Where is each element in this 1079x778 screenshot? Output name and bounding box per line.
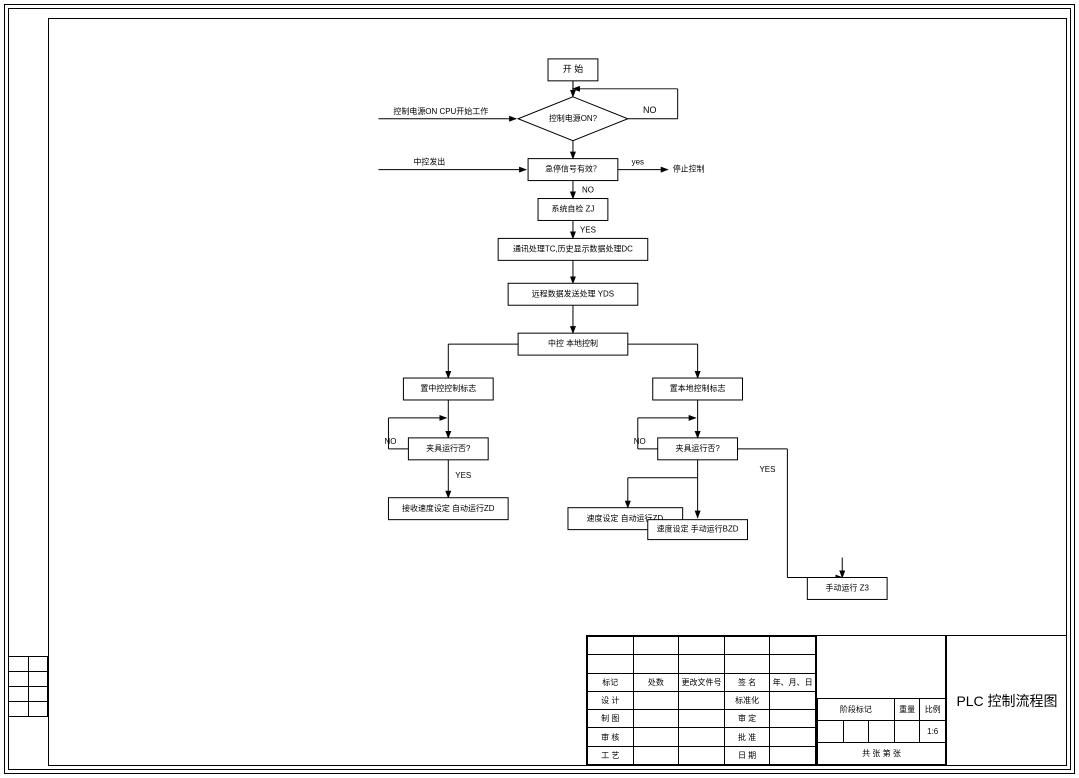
tb-r4c4: 批 准 xyxy=(724,728,770,746)
left-margin-table xyxy=(8,656,48,716)
tb-r1c5: 年、月、日 xyxy=(770,673,816,691)
label-recv-speed: 接收速度设定 自动运行ZD xyxy=(402,503,495,513)
titleblock-mid: 阶段标记 重量 比例 1:6 共 张 第 张 xyxy=(817,636,947,765)
tb-r3c1: 制 图 xyxy=(588,710,634,728)
tb-r1c2: 处数 xyxy=(633,673,679,691)
label-yes-2: YES xyxy=(580,226,596,235)
label-power-on: 控制电源ON? xyxy=(549,113,598,123)
tb-mid-r1c2: 重量 xyxy=(894,699,920,721)
label-no-r: NO xyxy=(634,437,646,446)
tb-r5c1: 工 艺 xyxy=(588,746,634,764)
tb-r2c4: 标准化 xyxy=(724,691,770,709)
tb-r1c4: 签 名 xyxy=(724,673,770,691)
tb-r4c1: 审 核 xyxy=(588,728,634,746)
tb-mid-r1c3: 比例 xyxy=(920,699,946,721)
tb-r1c1: 标记 xyxy=(588,673,634,691)
titleblock-left: 标记 处数 更改文件号 签 名 年、月、日 设 计 标准化 制 图 审 定 xyxy=(587,636,817,765)
tb-r2c1: 设 计 xyxy=(588,691,634,709)
tb-mid-r1c1: 阶段标记 xyxy=(818,699,895,721)
label-yes-l: YES xyxy=(455,471,471,480)
label-ctrl-mode: 中控 本地控制 xyxy=(548,338,598,348)
label-stop-signal: 急停信号有效？ xyxy=(545,164,601,174)
tb-r5c4: 日 期 xyxy=(724,746,770,764)
label-comm: 通讯处理TC,历史显示数据处理DC xyxy=(513,243,633,253)
label-fixture-l: 夹具运行否? xyxy=(426,443,471,453)
label-yes-r: YES xyxy=(759,465,775,474)
label-set-local: 置本地控制标志 xyxy=(670,383,726,393)
tb-mid-r2c3: 1:6 xyxy=(920,721,946,743)
label-stop-ctrl: 停止控制 xyxy=(673,164,705,174)
title-block: 标记 处数 更改文件号 签 名 年、月、日 设 计 标准化 制 图 审 定 xyxy=(586,635,1066,765)
tb-r1c3: 更改文件号 xyxy=(679,673,725,691)
label-sys-check: 系统自检 ZJ xyxy=(551,204,594,214)
label-no-2: NO xyxy=(582,186,594,195)
label-stop-input: 中控发出 xyxy=(413,157,445,167)
drawing-area: 开 始 控制电源ON? 控制电源ON CPU开始工作 NO 急停信号有效？ 中控… xyxy=(48,18,1067,766)
tb-r3c4: 审 定 xyxy=(724,710,770,728)
label-manual-run: 手动运行 Z3 xyxy=(826,583,870,593)
label-speed-manual: 速度设定 手动运行BZD xyxy=(657,524,739,534)
label-no-l: NO xyxy=(384,437,396,446)
label-set-central: 置中控控制标志 xyxy=(420,383,476,393)
label-power-input: 控制电源ON CPU开始工作 xyxy=(393,106,488,116)
label-remote: 远程数据发送处理 YDS xyxy=(532,288,614,298)
titleblock-title: PLC 控制流程图 xyxy=(947,636,1067,765)
label-start: 开 始 xyxy=(563,63,583,74)
label-yes-1: yes xyxy=(632,158,644,167)
label-no-1: NO xyxy=(643,105,656,115)
tb-mid-r3: 共 张 第 张 xyxy=(818,743,946,765)
label-fixture-r: 夹具运行否? xyxy=(675,443,720,453)
